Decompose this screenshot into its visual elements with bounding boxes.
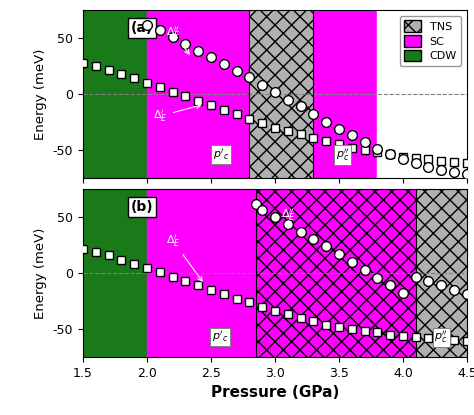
Bar — [377, 10, 467, 178]
Text: $\Delta^{\prime}_E$: $\Delta^{\prime}_E$ — [153, 104, 201, 124]
Bar — [313, 10, 377, 178]
Text: $p'_c$: $p'_c$ — [212, 330, 228, 344]
Bar — [416, 190, 467, 357]
Text: (b): (b) — [131, 200, 154, 214]
X-axis label: Pressure (GPa): Pressure (GPa) — [211, 385, 339, 400]
Bar — [83, 190, 147, 357]
Text: $p'_c$: $p'_c$ — [213, 147, 229, 162]
Text: $\Delta^{\prime\prime}_E$: $\Delta^{\prime\prime}_E$ — [166, 25, 189, 54]
Bar — [416, 190, 467, 357]
Bar — [249, 10, 313, 178]
Bar — [147, 190, 256, 357]
Y-axis label: Energy (meV): Energy (meV) — [34, 227, 47, 319]
Text: $p^{\prime\prime}_c$: $p^{\prime\prime}_c$ — [434, 330, 448, 345]
Text: (a): (a) — [131, 21, 153, 35]
Text: $\Delta^{\prime}_E$: $\Delta^{\prime}_E$ — [166, 234, 202, 281]
Bar — [256, 190, 416, 357]
Y-axis label: Energy (meV): Energy (meV) — [34, 49, 47, 140]
Text: $\Delta^{\prime\prime}_E$: $\Delta^{\prime\prime}_E$ — [282, 207, 296, 228]
Bar — [83, 10, 147, 178]
Bar — [249, 10, 313, 178]
Bar — [256, 190, 416, 357]
Bar — [147, 10, 249, 178]
Legend: TNS, SC, CDW: TNS, SC, CDW — [400, 16, 461, 66]
Text: $p^{\prime\prime}_c$: $p^{\prime\prime}_c$ — [336, 147, 350, 163]
